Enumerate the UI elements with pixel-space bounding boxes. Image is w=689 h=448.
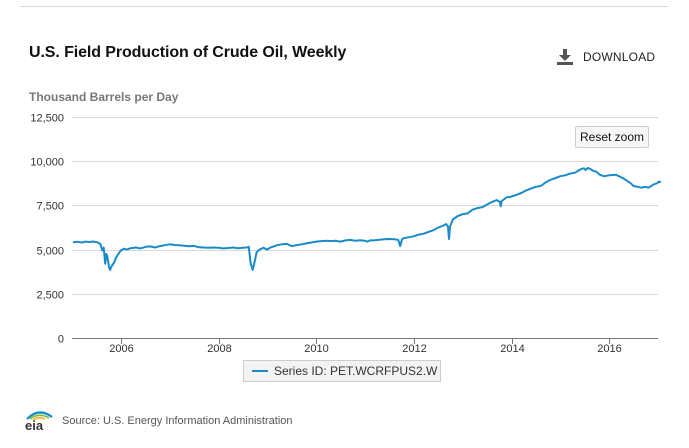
- x-tick-label: 2016: [597, 343, 621, 355]
- y-tick-label: 10,000: [30, 157, 64, 169]
- y-tick-label: 0: [58, 334, 64, 346]
- y-tick-labels: 0 2,500 5,000 7,500 10,000 12,500: [30, 113, 64, 346]
- download-label: DOWNLOAD: [583, 50, 656, 64]
- x-tick-label: 2010: [304, 343, 328, 355]
- y-tick-label: 12,500: [30, 113, 64, 125]
- x-tick-label: 2006: [109, 343, 133, 355]
- series-line[interactable]: [72, 166, 662, 271]
- eia-logo: eia: [25, 411, 53, 432]
- x-tick-label: 2012: [402, 343, 426, 355]
- y-axis-units-label: Thousand Barrels per Day: [29, 90, 179, 104]
- legend-swatch: [252, 370, 268, 372]
- eia-logo-text: eia: [25, 418, 44, 432]
- chart-title: U.S. Field Production of Crude Oil, Week…: [29, 44, 347, 61]
- x-tick-label: 2008: [207, 343, 231, 355]
- legend-label: Series ID: PET.WCRFPUS2.W: [274, 364, 438, 378]
- y-tick-label: 5,000: [36, 246, 64, 258]
- x-axis: 2006 2008 2010 2012 2014 2016: [72, 338, 658, 355]
- legend[interactable]: Series ID: PET.WCRFPUS2.W: [243, 360, 441, 382]
- download-button[interactable]: DOWNLOAD: [556, 47, 655, 67]
- x-tick-label: 2014: [500, 343, 524, 355]
- source-text: Source: U.S. Energy Information Administ…: [62, 415, 293, 427]
- reset-zoom-button[interactable]: Reset zoom: [575, 126, 649, 148]
- top-divider: [20, 6, 668, 7]
- grid-lines: [72, 117, 658, 295]
- y-tick-label: 2,500: [36, 290, 64, 302]
- download-icon: [557, 49, 573, 65]
- y-tick-label: 7,500: [36, 201, 64, 213]
- series-lines: [72, 166, 662, 271]
